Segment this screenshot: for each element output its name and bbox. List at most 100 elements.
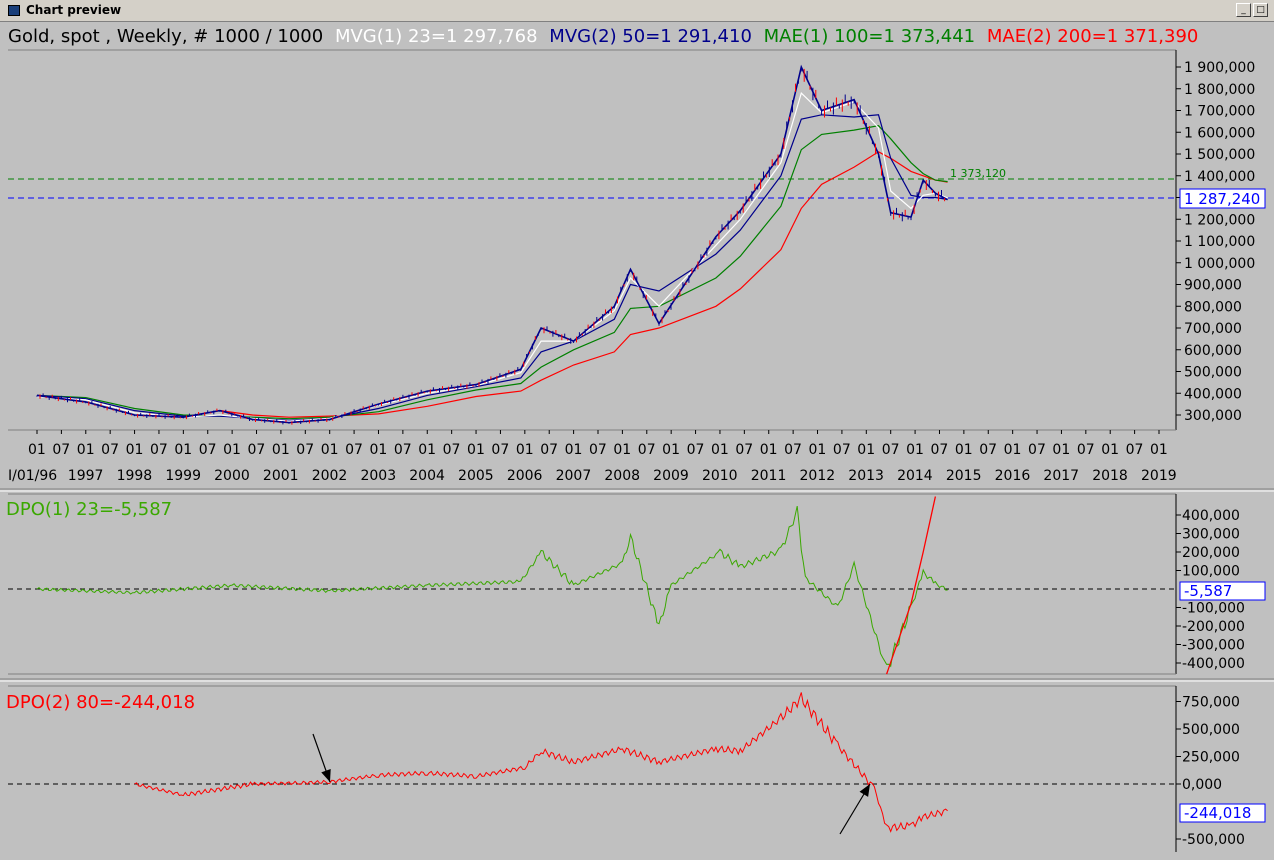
legend-mae1: MAE(1) 100=1 373,441 [764, 26, 975, 47]
price-x-year-label: 2000 [214, 468, 250, 484]
window-title: Chart preview [26, 3, 122, 17]
price-x-month-label: 07 [589, 442, 607, 458]
dpo1-last-box [1179, 581, 1266, 601]
window-titlebar: Chart preview _ □ [0, 0, 1274, 22]
price-x-month-label: 01 [662, 442, 680, 458]
price-x-month-label: 01 [955, 442, 973, 458]
dpo1-label: DPO(1) 23=-5,587 [6, 499, 172, 520]
dpo2-line [134, 692, 948, 833]
price-x-month-label: 01 [1004, 442, 1022, 458]
dpo1-y-tick-label: 300,000 [1182, 527, 1240, 543]
price-x-year-label: 2010 [702, 468, 738, 484]
price-x-month-label: 01 [28, 442, 46, 458]
price-x-month-label: 07 [930, 442, 948, 458]
price-x-month-label: 01 [613, 442, 631, 458]
dpo2-y-tick-label: 500,000 [1182, 722, 1240, 738]
dpo2-y-tick-label: 0,000 [1182, 777, 1222, 793]
price-x-month-label: 07 [1028, 442, 1046, 458]
price-y-tick-label: 500,000 [1184, 365, 1242, 381]
price-x-month-label: 07 [687, 442, 705, 458]
price-y-tick-label: 800,000 [1184, 299, 1242, 315]
price-x-month-label: 01 [321, 442, 339, 458]
legend-mvg2: MVG(2) 50=1 291,410 [549, 26, 752, 47]
price-x-month-label: 07 [540, 442, 558, 458]
price-y-tick-label: 900,000 [1184, 278, 1242, 294]
dpo1-y-tick-label: -400,000 [1182, 656, 1245, 672]
price-y-tick-label: 400,000 [1184, 386, 1242, 402]
price-x-year-label: 2011 [751, 468, 787, 484]
price-x-year-label: 2009 [653, 468, 689, 484]
price-x-month-label: 07 [150, 442, 168, 458]
price-x-year-label: 1997 [68, 468, 104, 484]
price-x-month-label: 07 [491, 442, 509, 458]
price-x-year-label: 2004 [409, 468, 445, 484]
price-series-group [36, 64, 948, 425]
price-y-tick-label: 1 100,000 [1184, 234, 1255, 250]
price-y-tick-label: 1 800,000 [1184, 82, 1255, 98]
price-x-month-label: 01 [760, 442, 778, 458]
price-x-month-label: 07 [979, 442, 997, 458]
dpo1-panel-bg [0, 488, 1274, 678]
price-x-month-label: 01 [516, 442, 534, 458]
dpo1-y-tick-label: 100,000 [1182, 564, 1240, 580]
price-x-month-label: 07 [101, 442, 119, 458]
price-x-month-label: 07 [638, 442, 656, 458]
price-y-tick-label: 1 200,000 [1184, 212, 1255, 228]
price-x-month-label: 01 [906, 442, 924, 458]
price-x-year-label: I/01/96 [8, 468, 57, 484]
price-y-tick-label: 1 700,000 [1184, 104, 1255, 120]
dpo1-y-tick-label: -300,000 [1182, 638, 1245, 654]
dpo2-panel: DPO(2) 80=-244,018 750,000 500,000 250,000… [0, 678, 1274, 856]
maximize-button[interactable]: □ [1253, 3, 1268, 17]
price-x-month-label: 07 [394, 442, 412, 458]
price-x-month-label: 01 [418, 442, 436, 458]
dpo1-last-value: -5,587 [1184, 582, 1232, 600]
price-x-month-label: 01 [1101, 442, 1119, 458]
dpo1-y-tick-label: 200,000 [1182, 545, 1240, 561]
dpo1-line [36, 505, 948, 668]
price-x-month-label: 01 [857, 442, 875, 458]
dpo2-arrow-up [839, 783, 871, 835]
price-x-month-label: 01 [1052, 442, 1070, 458]
minimize-button[interactable]: _ [1236, 3, 1251, 17]
price-x-month-label: 07 [443, 442, 461, 458]
price-x-month-label: 01 [272, 442, 290, 458]
dpo2-last-value: -244,018 [1184, 804, 1251, 822]
price-y-tick-label: 1 900,000 [1184, 60, 1255, 76]
dpo2-series-group [134, 692, 948, 835]
last-price-box [1179, 188, 1266, 209]
price-x-month-label: 07 [833, 442, 851, 458]
price-x-year-label: 2015 [946, 468, 982, 484]
price-x-year-label: 2006 [507, 468, 543, 484]
price-x-month-label: 01 [467, 442, 485, 458]
price-x-year-label: 2008 [604, 468, 640, 484]
price-x-year-label: 2012 [800, 468, 836, 484]
price-x-month-label: 01 [809, 442, 827, 458]
dpo1-trendline [885, 496, 937, 675]
price-y-tick-label: 1 600,000 [1184, 125, 1255, 141]
dpo1-y-axis: 400,000 300,000 200,000 100,000 -100,000 -200… [1176, 508, 1245, 672]
price-panel-bg [0, 22, 1274, 488]
price-x-month-label: 01 [223, 442, 241, 458]
price-x-month-label: 01 [369, 442, 387, 458]
price-x-month-label: 07 [52, 442, 70, 458]
price-x-year-label: 2003 [360, 468, 396, 484]
price-y-axis: 1 900,000 1 800,000 1 700,000 1 600,000 1 50… [1176, 60, 1255, 424]
price-y-tick-label: 1 000,000 [1184, 256, 1255, 272]
price-y-tick-label: 1 500,000 [1184, 147, 1255, 163]
price-y-tick-label: 600,000 [1184, 343, 1242, 359]
dpo1-y-tick-label: 400,000 [1182, 508, 1240, 524]
price-x-month-label: 07 [345, 442, 363, 458]
price-x-month-label: 07 [1126, 442, 1144, 458]
legend-mvg1: MVG(1) 23=1 297,768 [335, 26, 538, 47]
price-x-year-label: 2002 [312, 468, 348, 484]
dpo2-y-tick-label: 250,000 [1182, 750, 1240, 766]
price-y-tick-label: 300,000 [1184, 408, 1242, 424]
price-panel: Gold, spot , Weekly, # 1000 / 1000 MVG(1… [0, 22, 1274, 488]
price-x-month-label: 07 [882, 442, 900, 458]
price-x-year-label: 1998 [117, 468, 153, 484]
dpo1-series-group [36, 496, 948, 675]
last-price-value: 1 287,240 [1184, 190, 1260, 208]
price-x-month-label: 07 [735, 442, 753, 458]
price-y-tick-label: 1 400,000 [1184, 169, 1255, 185]
